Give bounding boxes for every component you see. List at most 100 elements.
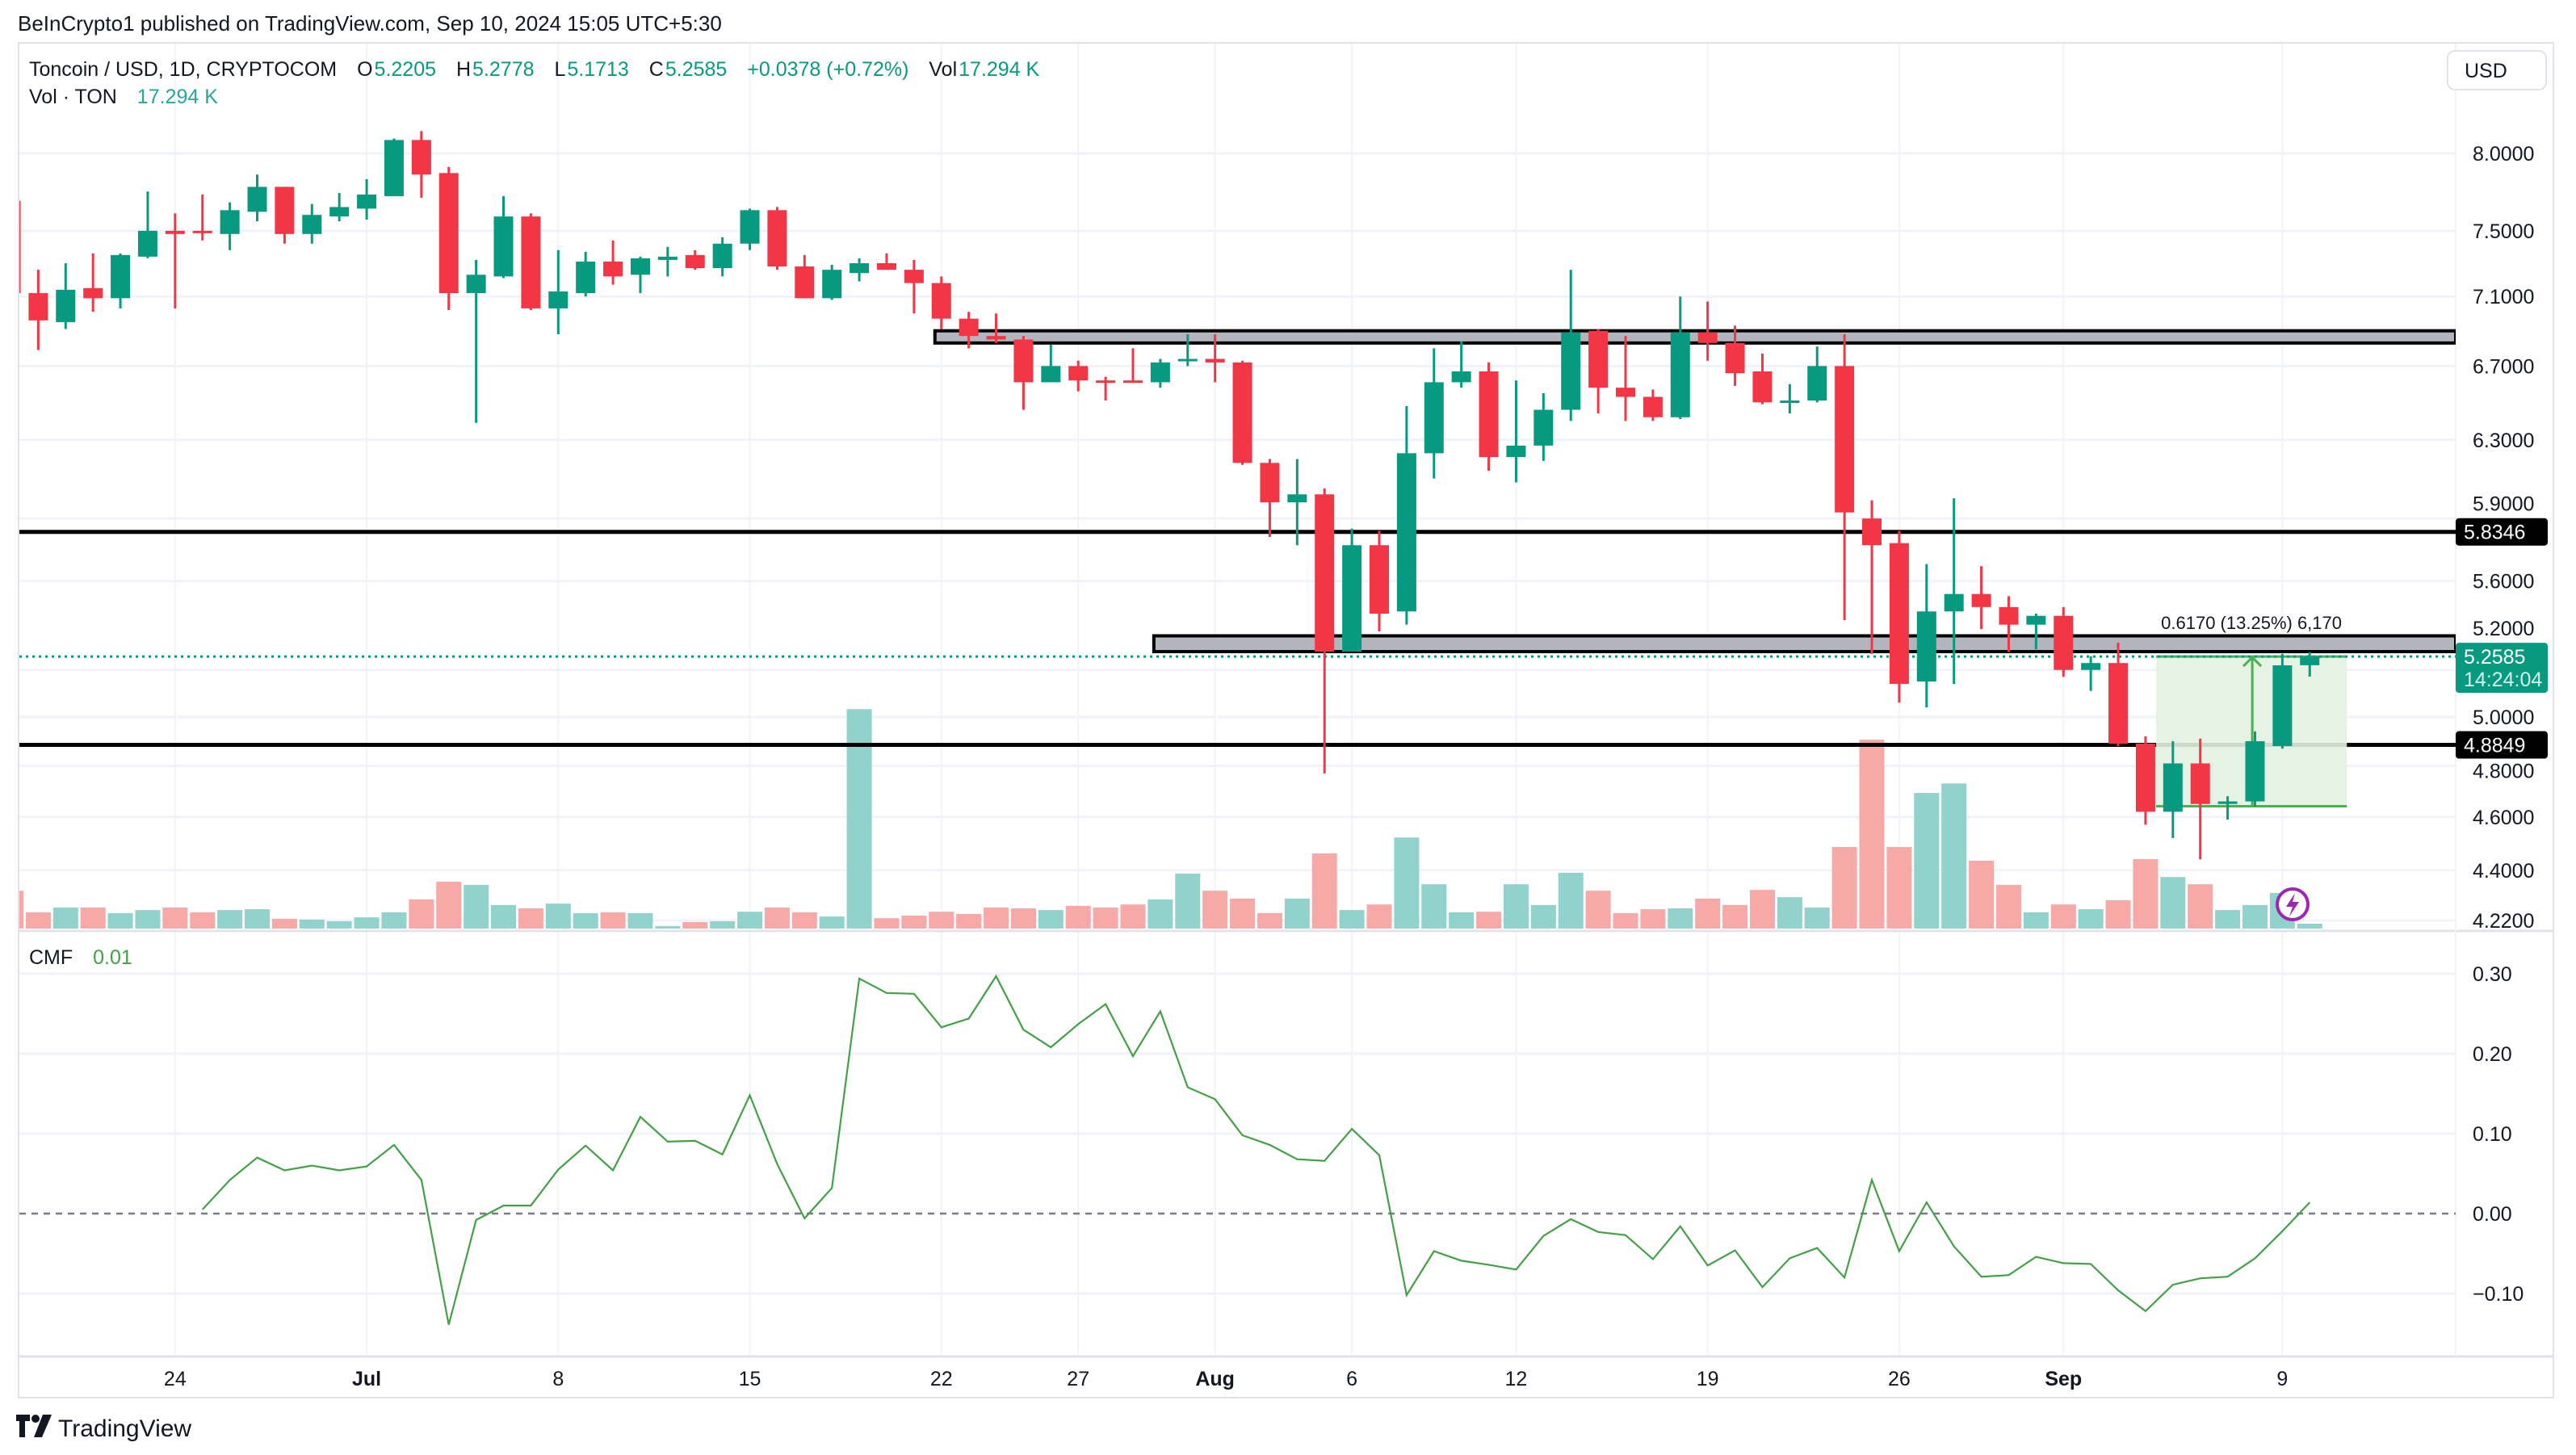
volume-bar bbox=[1503, 884, 1529, 929]
volume-bar bbox=[1530, 904, 1556, 929]
level-badge-label: 5.8346 bbox=[2464, 522, 2525, 544]
volume-bar bbox=[2133, 858, 2159, 929]
volume-bar bbox=[2160, 877, 2186, 929]
high-value: 5.2778 bbox=[472, 58, 535, 81]
volume-bar bbox=[1995, 884, 2021, 929]
candle-body bbox=[466, 275, 486, 294]
price-range-arrowhead bbox=[2242, 655, 2263, 668]
lightning-bolt-icon bbox=[2286, 893, 2299, 916]
candle-body bbox=[83, 287, 103, 299]
volume-bar bbox=[1147, 899, 1173, 929]
tradingview-brand: TradingView bbox=[58, 1415, 192, 1442]
time-tick-label: 22 bbox=[930, 1368, 953, 1390]
volume-bar bbox=[2242, 904, 2268, 929]
open-label: O bbox=[357, 58, 373, 81]
time-tick-label: Sep bbox=[2045, 1368, 2082, 1390]
volume-bar bbox=[162, 907, 188, 929]
cmf-value: 0.01 bbox=[93, 946, 132, 969]
change-value: +0.0378 (+0.72%) bbox=[747, 58, 909, 81]
time-tick-label: Jul bbox=[352, 1368, 381, 1390]
candle-body bbox=[767, 210, 787, 267]
price-tick-label: 5.0000 bbox=[2473, 707, 2534, 729]
candle-body bbox=[1506, 445, 1526, 458]
volume-bar bbox=[1804, 907, 1830, 929]
time-tick-label: 15 bbox=[739, 1368, 761, 1390]
time-tick-label: 24 bbox=[164, 1368, 187, 1390]
candle-body bbox=[1122, 380, 1143, 384]
candle-body bbox=[712, 243, 732, 269]
volume-bar bbox=[1120, 904, 1146, 929]
volume-series-label[interactable]: Vol · TON bbox=[29, 86, 117, 108]
level-badge-label: 4.8849 bbox=[2464, 735, 2525, 757]
volume-bar bbox=[2023, 912, 2049, 929]
bar-countdown-label: 14:24:04 bbox=[2464, 669, 2542, 691]
volume-bar bbox=[409, 899, 434, 929]
volume-bar bbox=[52, 907, 78, 929]
volume-bar bbox=[1695, 898, 1721, 929]
overlay: 0.6170 (13.25%) 6,170 bbox=[2161, 613, 2342, 921]
volume-bar bbox=[1449, 912, 1475, 929]
volume-bar bbox=[1969, 861, 1995, 929]
price-tick-label: 6.3000 bbox=[2473, 430, 2534, 452]
candle-body bbox=[1451, 371, 1471, 383]
volume-bar bbox=[1038, 910, 1064, 929]
candle-body bbox=[1260, 463, 1280, 503]
candle-body bbox=[603, 261, 623, 277]
cmf-tick-label: 0.00 bbox=[2473, 1203, 2512, 1226]
candle-body bbox=[1725, 342, 1745, 374]
currency-button[interactable]: USD bbox=[2447, 50, 2547, 90]
symbol-title[interactable]: Toncoin / USD, 1D, CRYPTOCOM bbox=[29, 58, 338, 81]
candle-body bbox=[1889, 543, 1909, 684]
candle-body bbox=[822, 270, 842, 299]
candle-body bbox=[2108, 663, 2129, 744]
candle-body bbox=[795, 266, 815, 299]
candle-body bbox=[1971, 593, 1991, 607]
volume-bar bbox=[1230, 898, 1256, 929]
level-badge bbox=[2456, 518, 2548, 546]
price-tick-label: 5.6000 bbox=[2473, 571, 2534, 593]
candle-body bbox=[1177, 359, 1198, 362]
candle-body bbox=[275, 187, 295, 234]
candle-body bbox=[192, 230, 212, 233]
volume-bar bbox=[518, 908, 543, 929]
time-tick-label: 8 bbox=[552, 1368, 564, 1390]
price-range-label: 0.6170 (13.25%) 6,170 bbox=[2161, 613, 2342, 633]
candle-body bbox=[1588, 330, 1609, 388]
volume-bar bbox=[19, 891, 23, 929]
volume-bar bbox=[464, 884, 489, 929]
volume-bar bbox=[2215, 910, 2241, 929]
candle-body bbox=[986, 336, 1006, 340]
axes: 8.0000 7.5000 7.1000 6.7000 6.3000 5.9000 5.60… bbox=[164, 143, 2548, 1390]
symbol-legend: Toncoin / USD, 1D, CRYPTOCOM O5.2205 H5.… bbox=[29, 58, 1041, 82]
cmf-label[interactable]: CMF bbox=[29, 946, 73, 969]
candle-body bbox=[1780, 400, 1800, 404]
candle-body bbox=[931, 283, 951, 319]
candle-body bbox=[1999, 606, 2019, 625]
candle-body bbox=[1205, 359, 1225, 363]
vol-value: 17.294 K bbox=[959, 58, 1040, 81]
candle-body bbox=[521, 216, 541, 308]
candle-body bbox=[2190, 763, 2210, 804]
candle-body bbox=[2245, 740, 2265, 802]
candle-body bbox=[1670, 332, 1690, 417]
time-tick-label: 27 bbox=[1067, 1368, 1089, 1390]
volume-bar bbox=[1722, 904, 1748, 929]
volume-bar bbox=[2105, 899, 2131, 929]
volume-bar bbox=[2050, 904, 2076, 929]
open-value: 5.2205 bbox=[374, 58, 437, 81]
volume-bar bbox=[1010, 908, 1036, 929]
candle-body bbox=[959, 318, 979, 337]
candle-body bbox=[548, 291, 568, 308]
candle-body bbox=[2300, 656, 2320, 665]
tradingview-logo[interactable]: TradingView bbox=[16, 1415, 191, 1444]
volume-bar bbox=[1777, 897, 1802, 929]
candle-body bbox=[1342, 545, 1362, 652]
candle-body bbox=[630, 258, 650, 275]
volume-bar bbox=[545, 904, 571, 929]
low-value: 5.1713 bbox=[567, 58, 629, 81]
high-label: H bbox=[455, 58, 472, 81]
candle-body bbox=[384, 140, 404, 196]
volume-bar bbox=[1065, 905, 1091, 929]
candle-body bbox=[876, 262, 896, 270]
